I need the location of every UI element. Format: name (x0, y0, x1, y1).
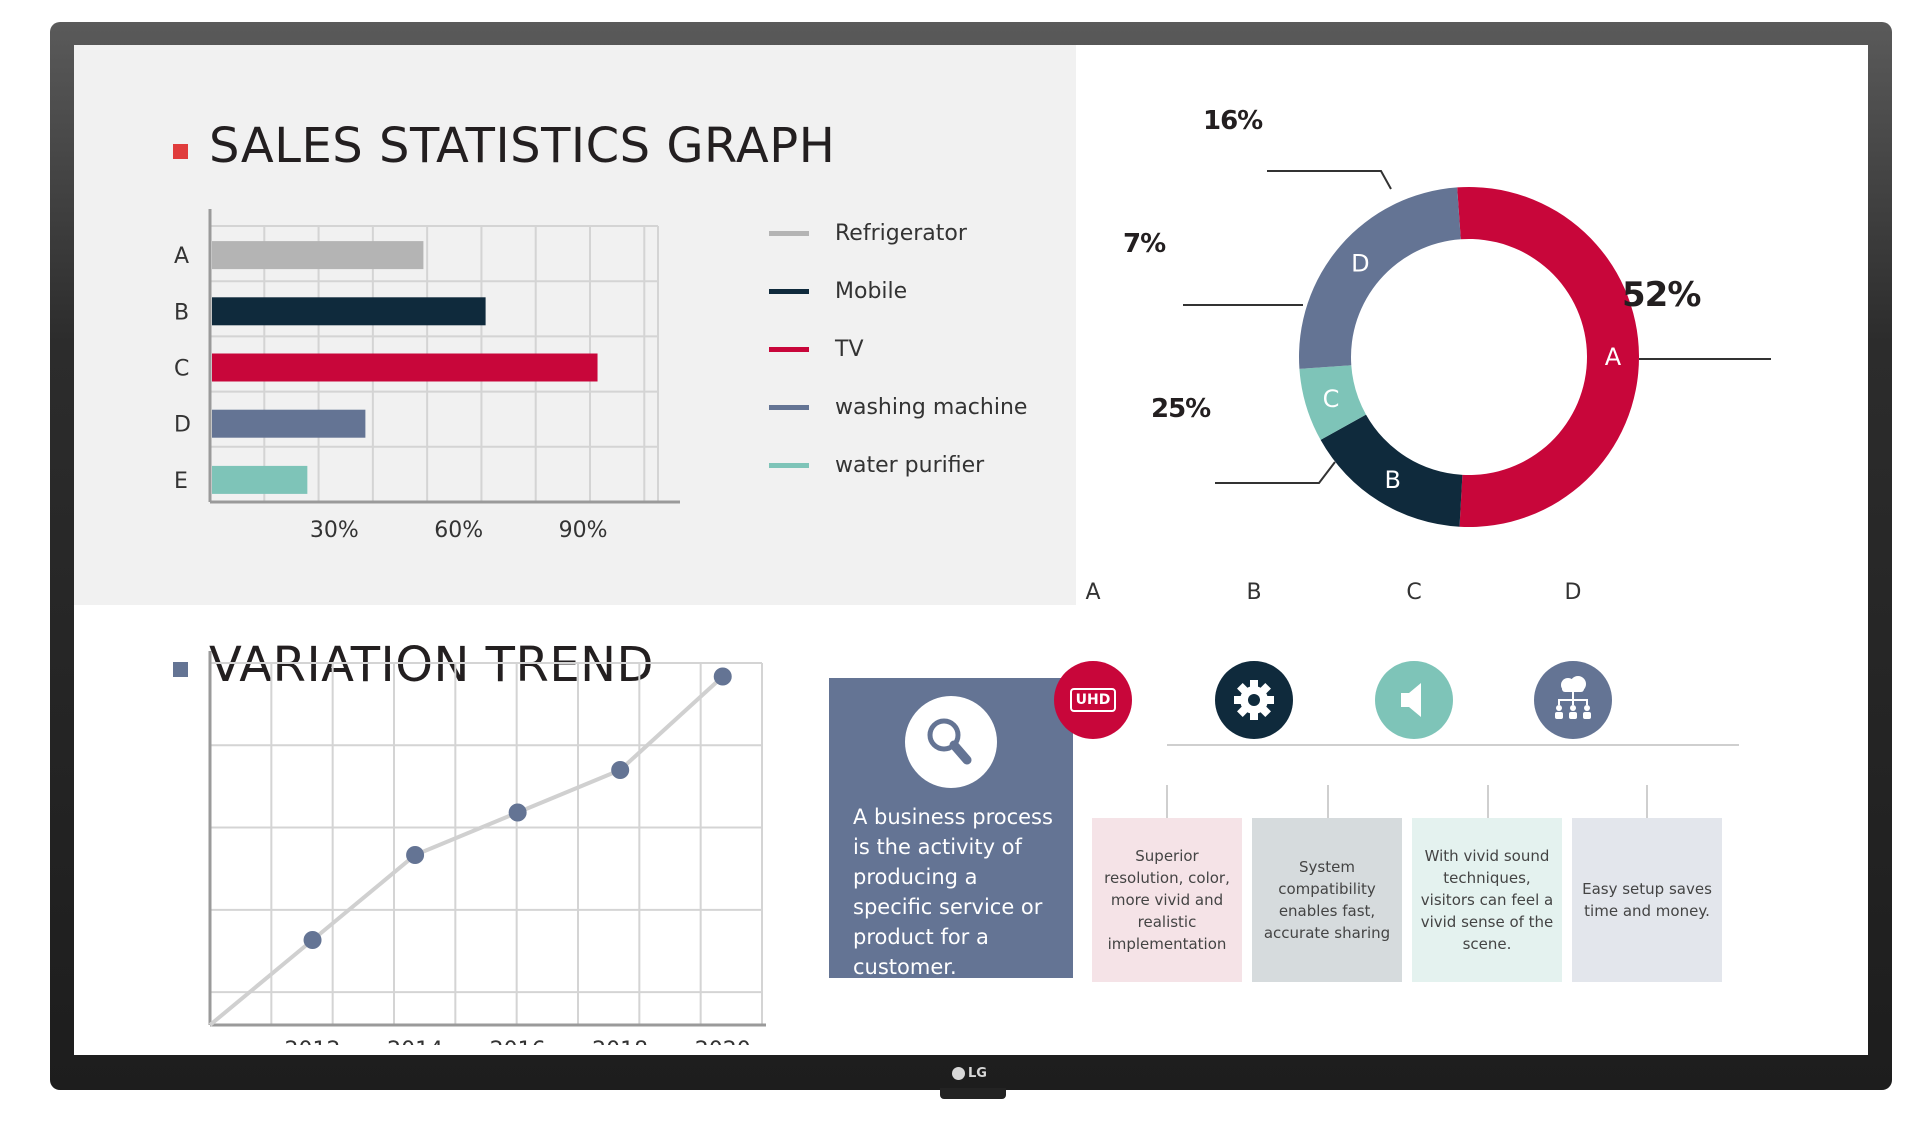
trend-line (208, 675, 725, 1027)
feature-b-letter: B (1246, 580, 1262, 605)
sales-title-marker (173, 144, 188, 159)
donut-label-d: 25% (1151, 394, 1211, 424)
info-text: A business process is the activity of pr… (853, 805, 1053, 979)
legend-swatch (769, 289, 809, 294)
donut-slice-a (1457, 187, 1639, 528)
bar-x-tick: 60% (434, 518, 483, 543)
trend-point (406, 846, 425, 864)
legend-label: washing machine (835, 395, 1028, 420)
feature-c-letter: C (1406, 580, 1422, 605)
info-icon-circle (905, 696, 997, 788)
bar-category-label: B (174, 300, 189, 325)
legend-label: Mobile (835, 279, 908, 304)
lg-logo-icon (952, 1066, 965, 1080)
feature-d-circle (1534, 661, 1612, 739)
bar-c (212, 353, 598, 382)
feature-d-description: Easy setup saves time and money. (1572, 818, 1722, 982)
feature-b-circle (1215, 661, 1293, 739)
info-card: A business process is the activity of pr… (829, 678, 1073, 979)
legend-item: water purifier (769, 453, 984, 478)
line-x-tick: 2018 (592, 1038, 648, 1045)
trend-point (508, 803, 527, 822)
feature-b-description: System compatibility enables fast, accur… (1252, 818, 1402, 982)
line-x-tick: 2016 (490, 1038, 546, 1045)
feature-a-letter: A (1085, 580, 1101, 605)
feature-a-circle: UHD (1054, 661, 1132, 739)
bar-category-label: D (174, 413, 191, 438)
donut-slice-letter: D (1351, 250, 1369, 278)
legend-label: water purifier (835, 453, 985, 478)
legend-item: TV (769, 337, 864, 362)
donut-slice-letter: C (1323, 385, 1340, 413)
donut-slice-letter: B (1384, 466, 1400, 494)
bar-category-label: A (174, 244, 189, 269)
donut-label-a: 52% (1622, 275, 1701, 315)
magnifier-icon (927, 718, 972, 765)
legend-item: Mobile (769, 279, 907, 304)
legend-swatch (769, 463, 809, 468)
signage-screen: SALES STATISTICS GRAPH A B C D E 30% 60% 90% Re… (74, 45, 1868, 1055)
sales-title: SALES STATISTICS GRAPH (209, 118, 836, 174)
legend-label: Refrigerator (835, 221, 967, 246)
feature-c-circle (1375, 661, 1453, 739)
bar-e (212, 465, 308, 494)
gear-icon (1234, 680, 1274, 720)
legend-item: washing machine (769, 395, 1027, 420)
donut-slice-b (1320, 414, 1463, 527)
legend-item: Refrigerator (769, 221, 967, 246)
uhd-icon: UHD (1070, 688, 1116, 712)
sales-bar-chart: A B C D E 30% 60% 90% (174, 209, 680, 543)
bar-x-tick: 30% (310, 518, 359, 543)
line-x-tick: 2014 (387, 1038, 443, 1045)
bar-d (212, 409, 366, 438)
trend-title: VARIATION TREND (209, 637, 655, 693)
brand-logo: LG (952, 1063, 996, 1083)
trend-title-marker (173, 662, 188, 677)
line-x-tick: 2020 (695, 1038, 751, 1045)
speaker-icon (1401, 683, 1421, 717)
bar-b (212, 297, 486, 326)
trend-point (611, 761, 630, 779)
donut-slice-c (1299, 365, 1366, 440)
bar-category-label: C (174, 357, 189, 382)
network-icon (1555, 676, 1591, 719)
feature-a-description: Superior resolution, color, more vivid a… (1092, 818, 1242, 982)
share-donut-chart: A B C D (1183, 170, 1771, 528)
legend-swatch (769, 231, 809, 236)
legend-swatch (769, 347, 809, 352)
trend-point (303, 931, 322, 949)
legend-swatch (769, 405, 809, 410)
legend-label: TV (835, 337, 864, 362)
trend-line-chart: 2012 2014 2016 2018 2020 (208, 651, 766, 1045)
callout-line-b (1267, 170, 1392, 190)
feature-connector-lines (1166, 744, 1739, 825)
brand-text: LG (968, 1065, 987, 1081)
donut-slice-letter: A (1605, 343, 1622, 371)
donut-slice-d (1299, 187, 1461, 369)
callout-line-d (1215, 461, 1336, 484)
bar-category-label: E (174, 469, 188, 494)
bar-a (212, 241, 424, 270)
tv-stand (940, 1088, 1006, 1099)
feature-c-description: With vivid sound techniques, visitors ca… (1412, 818, 1562, 982)
trend-point (713, 667, 732, 686)
line-x-tick: 2012 (285, 1038, 341, 1045)
bar-x-tick: 90% (559, 518, 608, 543)
feature-d-letter: D (1564, 580, 1582, 605)
donut-label-b: 16% (1203, 106, 1263, 136)
donut-label-c: 7% (1123, 229, 1166, 259)
